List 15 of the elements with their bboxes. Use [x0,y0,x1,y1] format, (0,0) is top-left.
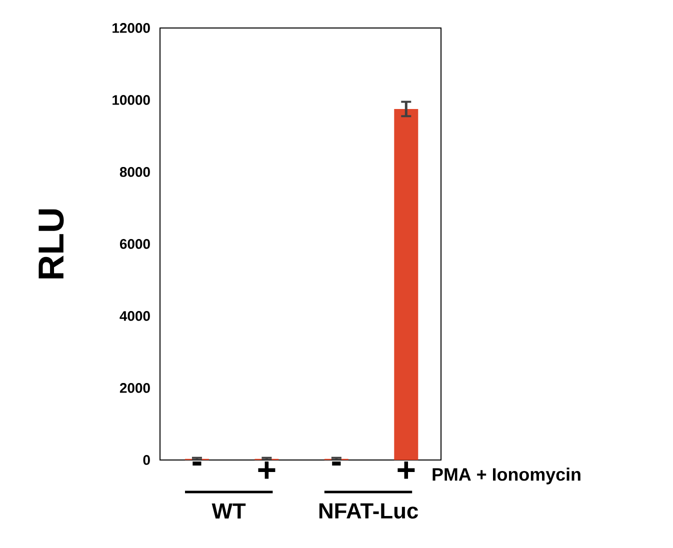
y-tick-label: 2000 [120,383,150,393]
y-tick-label: 8000 [120,167,150,177]
x-axis-title: PMA + Ionomycin [432,468,580,484]
y-tick-label: 10000 [112,95,150,105]
text: WT [212,503,246,519]
y-tick-label: 4000 [120,311,150,321]
text: NFAT-Luc [319,503,418,519]
y-tick-label: 6000 [120,239,150,249]
x-tick-label: - [192,462,202,466]
x-tick-label: - [332,462,341,466]
y-tick-label: 0 [143,455,150,465]
x-tick-label: + [258,462,276,479]
y-tick-label: 12000 [112,23,150,33]
x-tick-label: + [398,462,415,479]
y-axis-title: RLU [38,209,64,278]
